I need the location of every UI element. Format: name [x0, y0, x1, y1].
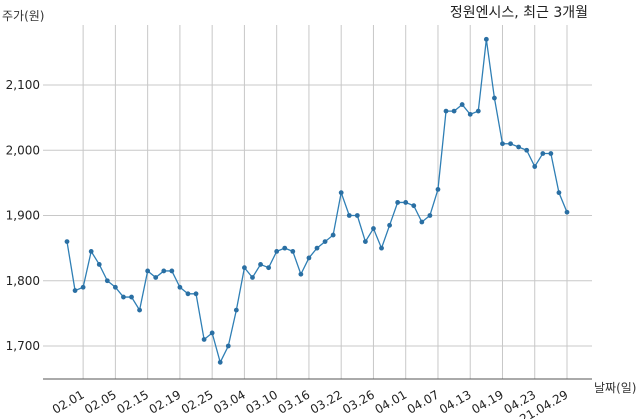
data-point [80, 284, 86, 290]
data-point [451, 108, 457, 114]
x-tick-label: 02.15 [114, 387, 151, 416]
data-point [96, 262, 102, 267]
data-point [564, 209, 570, 215]
x-tick-label: 03.04 [211, 387, 248, 416]
data-point [129, 294, 134, 300]
data-point [435, 187, 441, 192]
data-point [443, 108, 449, 114]
data-point [64, 239, 70, 245]
x-axis-label: 날짜(일) [594, 381, 636, 395]
x-tick-label: 03.22 [308, 387, 345, 416]
data-point [387, 222, 392, 228]
data-point [362, 239, 368, 245]
data-point [475, 108, 481, 114]
data-point [298, 271, 304, 277]
x-tick-label: 02.19 [147, 387, 184, 416]
data-point [112, 284, 118, 290]
y-tick-label: 1,800 [6, 274, 40, 288]
y-tick-labels: 1,700 1,800 1,900 2,000 2,100 [6, 78, 40, 353]
data-point [354, 213, 360, 218]
data-point [145, 268, 151, 274]
data-point [322, 239, 328, 245]
data-point [338, 190, 344, 196]
data-point [161, 268, 167, 274]
chart-title: 정원엔시스, 최근 3개월 [450, 5, 588, 21]
data-point [177, 284, 183, 290]
y-tick-label: 1,700 [6, 339, 40, 353]
data-point [201, 337, 207, 342]
data-point [556, 190, 562, 196]
data-point [121, 294, 126, 300]
data-point [209, 330, 215, 336]
data-point [250, 275, 255, 280]
data-point [274, 248, 280, 254]
price-points [64, 36, 570, 365]
x-tick-label: 04.13 [437, 387, 474, 416]
x-tick-label: 03.10 [243, 387, 280, 416]
data-point [258, 262, 263, 267]
data-point [548, 151, 554, 156]
x-tick-labels: 02.0102.0502.1502.1902.2503.0403.1003.16… [50, 387, 571, 419]
data-point [233, 307, 239, 313]
y-tick-label: 1,900 [6, 209, 40, 223]
data-point [516, 144, 522, 150]
data-point [532, 164, 538, 169]
data-point [217, 359, 223, 365]
data-point [492, 95, 497, 101]
x-tick-label: 04.01 [372, 387, 409, 416]
data-point [411, 203, 417, 209]
data-point [88, 248, 94, 254]
data-point [314, 245, 320, 251]
data-point [459, 102, 465, 107]
x-tick-label: 03.16 [276, 387, 313, 416]
x-tick-label: 02.25 [179, 387, 216, 416]
data-point [242, 265, 247, 271]
data-point [185, 291, 191, 297]
data-point [395, 200, 401, 205]
data-point [169, 268, 175, 274]
data-point [193, 291, 199, 297]
data-point [153, 275, 159, 280]
x-gridlines [82, 25, 568, 379]
data-point [508, 141, 513, 147]
x-tick-label: 04.19 [469, 387, 506, 416]
data-point [483, 36, 489, 42]
data-point [104, 278, 110, 284]
data-point [306, 255, 312, 261]
data-point [427, 213, 433, 218]
data-point [282, 245, 288, 251]
y-tick-label: 2,100 [6, 78, 40, 92]
data-point [379, 245, 384, 251]
x-tick-label: 02.01 [50, 387, 87, 416]
data-point [346, 213, 352, 218]
x-tick-label: 04.07 [405, 387, 442, 416]
price-series-line [66, 39, 568, 365]
data-point [403, 200, 409, 205]
y-axis-label: 주가(원) [2, 9, 44, 23]
data-point [72, 288, 78, 293]
data-point [540, 151, 546, 156]
data-point [266, 265, 272, 271]
x-tick-label: 02.05 [82, 387, 119, 416]
x-tick-label: 03.26 [340, 387, 377, 416]
data-point [137, 307, 142, 313]
y-gridlines [43, 84, 592, 347]
data-point [467, 111, 473, 117]
data-point [371, 226, 376, 231]
data-point [419, 219, 425, 225]
data-point [225, 343, 231, 349]
data-point [500, 141, 505, 147]
data-point [330, 232, 336, 238]
y-tick-label: 2,000 [6, 143, 40, 157]
data-point [290, 248, 296, 254]
data-point [524, 147, 530, 153]
